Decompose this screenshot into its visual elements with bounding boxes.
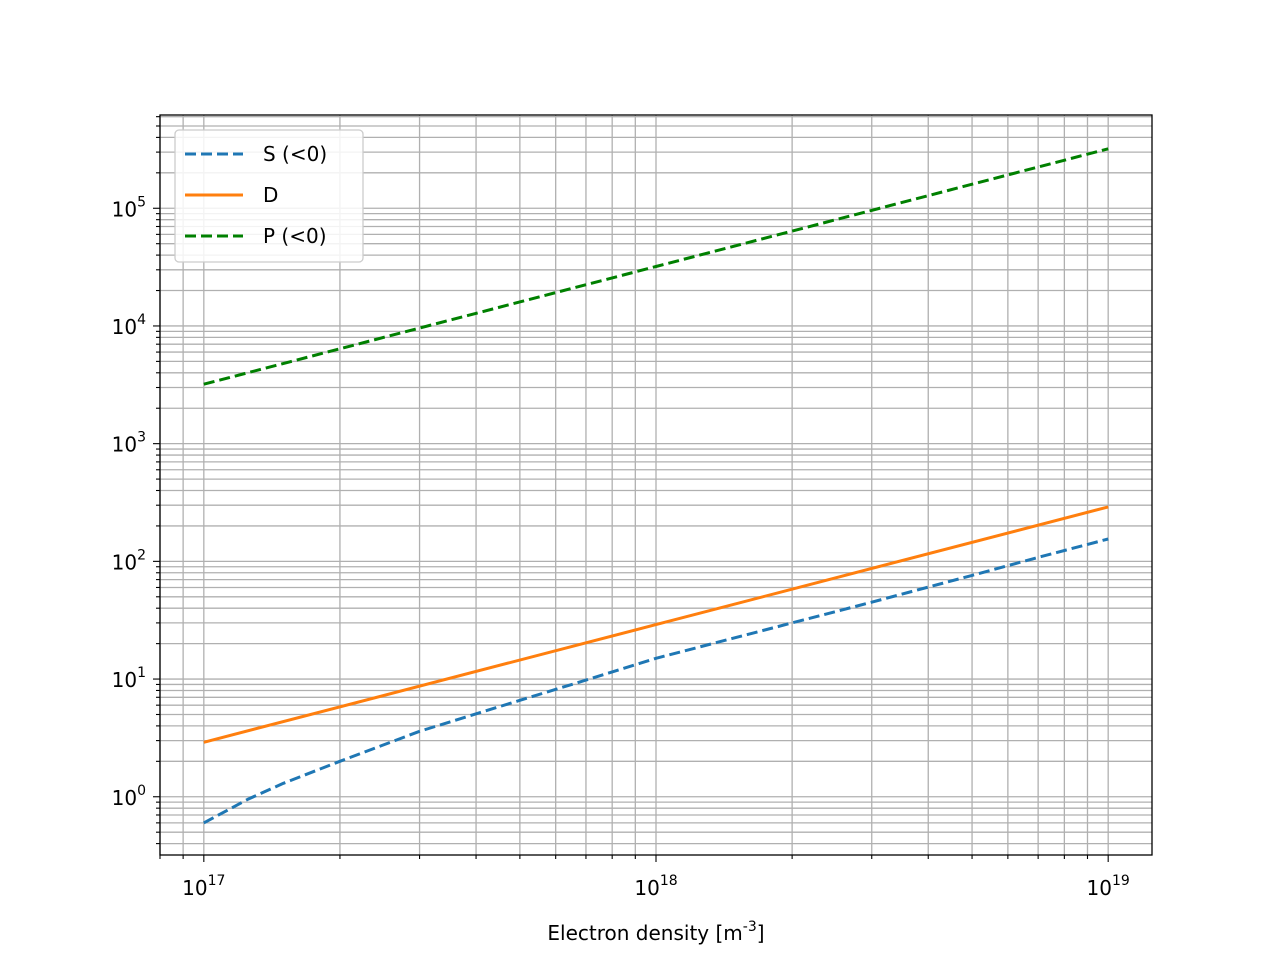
y-tick-label-base: 10 bbox=[112, 315, 137, 339]
legend-label: S (<0) bbox=[263, 142, 327, 166]
legend-label: D bbox=[263, 183, 278, 207]
x-axis-label-exponent: -3 bbox=[743, 919, 757, 935]
y-tick-label-exponent: 0 bbox=[137, 783, 146, 799]
y-tick-label-exponent: 4 bbox=[137, 312, 146, 328]
y-tick-label-base: 10 bbox=[112, 197, 137, 221]
x-tick-label-exponent: 18 bbox=[660, 873, 678, 889]
series-line bbox=[203, 505, 1109, 744]
y-tick-label-base: 10 bbox=[112, 786, 137, 810]
y-tick-label: 102 bbox=[112, 547, 146, 574]
x-axis-label-text: Electron density [m bbox=[547, 921, 742, 945]
x-tick-label: 1018 bbox=[634, 873, 677, 900]
x-tick-label-base: 10 bbox=[1087, 876, 1112, 900]
x-tick-label-base: 10 bbox=[634, 876, 659, 900]
ticks bbox=[153, 116, 1109, 862]
y-tick-label: 103 bbox=[112, 430, 146, 457]
y-tick-label-base: 10 bbox=[112, 550, 137, 574]
y-tick-label-exponent: 5 bbox=[137, 194, 146, 210]
x-tick-label-base: 10 bbox=[182, 876, 207, 900]
y-tick-label-exponent: 2 bbox=[137, 547, 146, 563]
y-tick-label-base: 10 bbox=[112, 433, 137, 457]
x-tick-label-exponent: 17 bbox=[208, 873, 226, 889]
x-axis-label-close: ] bbox=[757, 921, 765, 945]
x-tick-label: 1019 bbox=[1087, 873, 1130, 900]
legend: S (<0) D P (<0) bbox=[174, 129, 364, 263]
x-tick-label: 1017 bbox=[182, 873, 225, 900]
y-tick-label: 101 bbox=[112, 665, 146, 692]
x-tick-label-exponent: 19 bbox=[1112, 873, 1130, 889]
y-tick-label-exponent: 1 bbox=[137, 665, 146, 681]
series-lines bbox=[203, 147, 1109, 825]
x-axis-label: Electron density [m-3] bbox=[547, 919, 764, 945]
y-tick-label: 100 bbox=[112, 783, 146, 810]
y-tick-label-base: 10 bbox=[112, 668, 137, 692]
x-tick-labels: 1017 1018 1019 bbox=[182, 873, 1130, 900]
y-tick-label: 105 bbox=[112, 194, 146, 221]
y-tick-label-exponent: 3 bbox=[137, 430, 146, 446]
legend-box bbox=[174, 129, 364, 263]
legend-label: P (<0) bbox=[263, 224, 327, 248]
series-line bbox=[203, 537, 1109, 825]
series-line bbox=[203, 147, 1109, 386]
y-tick-label: 104 bbox=[112, 312, 146, 339]
